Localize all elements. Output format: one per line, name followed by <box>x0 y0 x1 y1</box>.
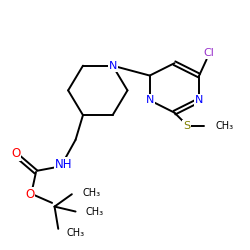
Text: O: O <box>11 147 20 160</box>
Text: N: N <box>108 61 117 71</box>
Text: Cl: Cl <box>204 48 214 58</box>
Text: N: N <box>195 95 203 105</box>
Text: CH₃: CH₃ <box>215 121 233 131</box>
Text: O: O <box>25 188 34 201</box>
Text: CH₃: CH₃ <box>86 206 104 216</box>
Text: N: N <box>146 95 154 105</box>
Text: S: S <box>183 121 190 131</box>
Text: CH₃: CH₃ <box>67 228 85 237</box>
Text: CH₃: CH₃ <box>82 188 100 198</box>
Text: NH: NH <box>54 158 72 171</box>
